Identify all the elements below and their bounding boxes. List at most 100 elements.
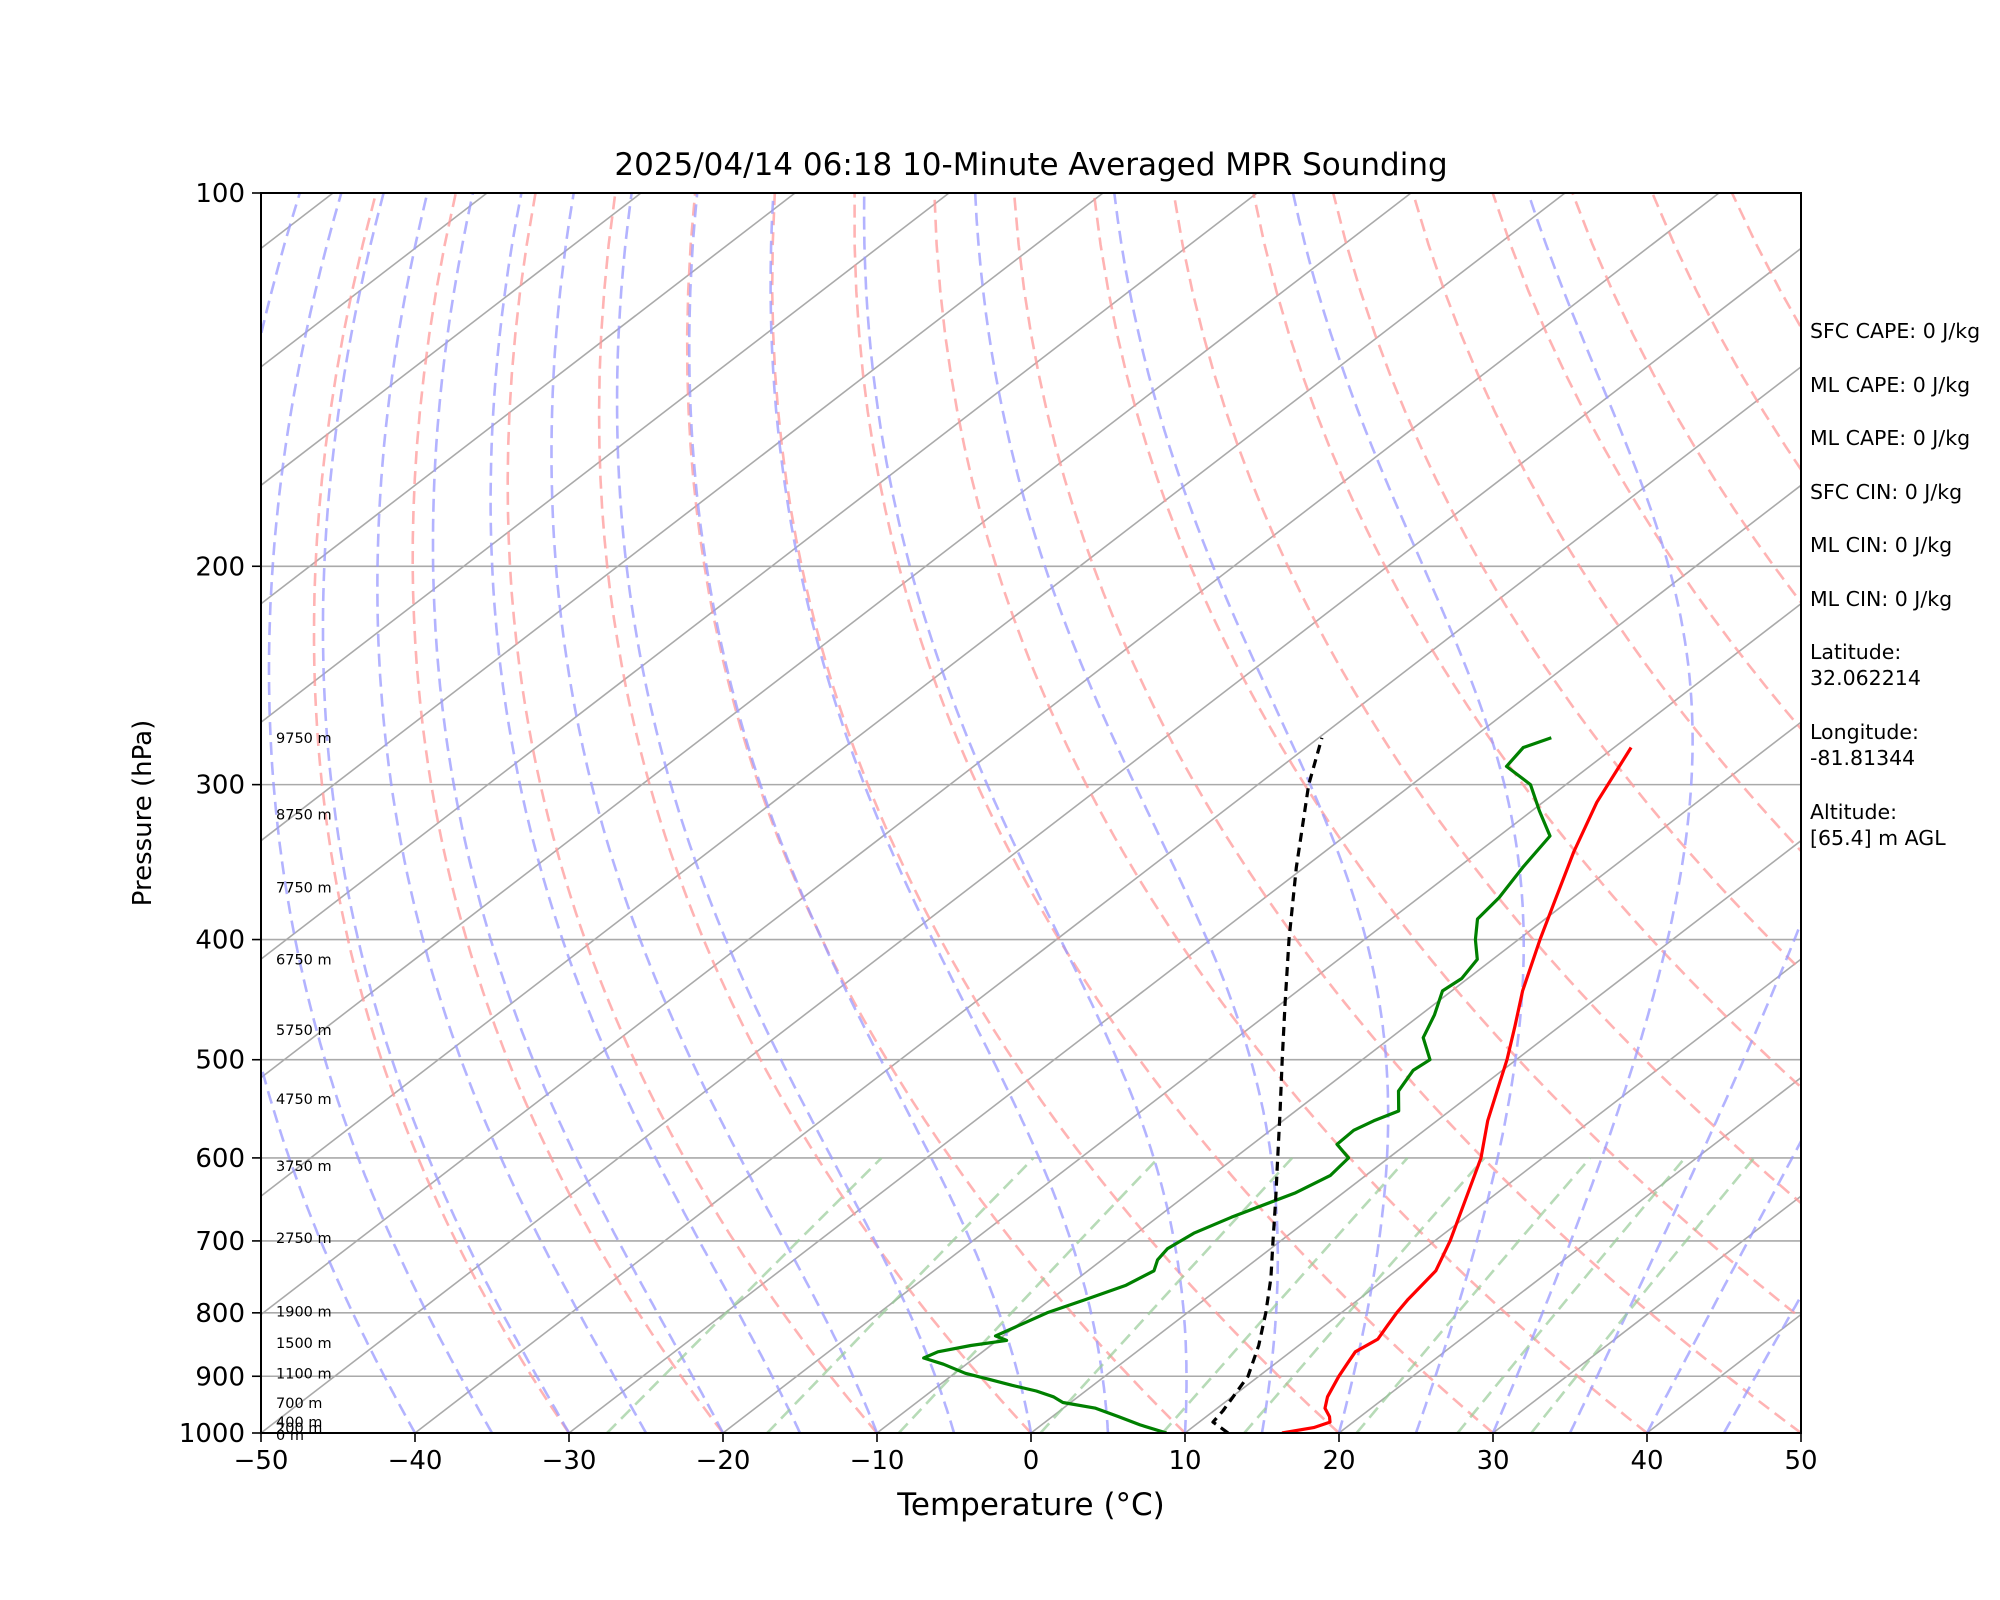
ml-cape-stat-2: ML CAPE: 0 J/kg	[1810, 426, 1971, 450]
dewpoint-line	[922, 736, 1552, 1433]
ml-cape-stat: ML CAPE: 0 J/kg	[1810, 372, 1971, 397]
height-label: 7750 m	[276, 880, 332, 896]
isotherm-line	[261, 193, 950, 724]
mixing-ratio-line	[1530, 1157, 1756, 1433]
moist-adiabat-line	[1113, 193, 1390, 1433]
isotherm-line	[261, 193, 1720, 1316]
moist-adiabat-line	[261, 193, 417, 1433]
moist-adiabat-line	[321, 193, 571, 1433]
height-label: 6750 m	[276, 952, 332, 968]
isotherm-line	[261, 193, 1258, 961]
isotherm-line	[261, 247, 1801, 1433]
dry-adiabat-line	[933, 193, 1648, 1433]
height-labels: 9750 m 8750 m 7750 m 6750 m 5750 m 4750 m 3750…	[276, 731, 332, 1444]
y-tick-label: 400	[195, 926, 245, 956]
latitude-value: 32.062214	[1810, 666, 1921, 690]
dry-adiabat-line	[1331, 193, 1801, 972]
longitude-info: Longitude: -81.81344	[1810, 719, 1995, 799]
sfc-cape-stat: SFC CAPE: 0 J/kg	[1810, 319, 1981, 343]
x-axis-label: Temperature (°C)	[896, 1487, 1165, 1523]
height-label: 400 m	[276, 1415, 322, 1431]
y-tick-label: 800	[195, 1299, 245, 1329]
dry-adiabat-line	[411, 193, 725, 1433]
parcel-line	[1211, 737, 1324, 1433]
chart-title: 2025/04/14 06:18 10-Minute Averaged MPR …	[614, 147, 1447, 183]
stats-panel: SFC CAPE: 0 J/kg ML CAPE: 0 J/kg ML CAPE…	[1810, 318, 1995, 851]
sfc-cin-stat: SFC CIN: 0 J/kg	[1810, 479, 1963, 504]
dry-adiabat-line	[1252, 193, 1801, 1089]
height-label: 4750 m	[276, 1092, 332, 1108]
isotherm-line	[414, 365, 1801, 1433]
ml-cin-stat-2: ML CIN: 0 J/kg	[1810, 586, 1953, 611]
x-tick-label: −20	[696, 1446, 751, 1476]
isotherm-line	[1338, 1076, 1801, 1433]
dry-adiabat-line	[853, 193, 1494, 1433]
x-tick-label: −40	[388, 1446, 443, 1476]
moist-adiabat-line	[489, 193, 802, 1433]
y-tick-label: 600	[195, 1144, 245, 1174]
moist-adiabat-line	[431, 193, 725, 1433]
mixing-ratio-line	[897, 1157, 1160, 1433]
dry-adiabat-line	[1491, 193, 1801, 731]
dry-adiabat-line	[597, 193, 1032, 1433]
altitude-label: Altitude:	[1810, 800, 1898, 824]
dry-adiabat-line	[1172, 193, 1801, 1205]
moist-adiabat-line	[1491, 193, 1694, 1433]
dry-adiabat-line	[1012, 193, 1801, 1433]
x-tick-label: −30	[542, 1446, 597, 1476]
ml-cin-stat: ML CIN: 0 J/kg	[1810, 533, 1953, 557]
dry-adiabat-line	[770, 193, 1340, 1433]
isotherm-line	[261, 193, 642, 487]
height-label: 8750 m	[276, 807, 332, 823]
moist-adiabat-line	[376, 193, 648, 1433]
y-tick-label: 200	[195, 552, 245, 582]
isotherm-line	[1492, 1195, 1801, 1433]
isotherm-line	[261, 193, 1566, 1198]
x-tick-label: 20	[1322, 1446, 1355, 1476]
x-tick-label: −10	[850, 1446, 905, 1476]
x-tick-label: 40	[1630, 1446, 1663, 1476]
y-tick-label: 500	[195, 1046, 245, 1076]
mixing-ratio-line	[766, 1156, 1035, 1433]
dry-adiabat-line	[506, 193, 878, 1433]
height-label: 3750 m	[276, 1159, 332, 1175]
isotherm-line	[261, 193, 1412, 1079]
dry-adiabat-line	[312, 193, 571, 1433]
isotherm-line	[261, 193, 1104, 842]
mixing-ratio-line	[1161, 1157, 1409, 1433]
y-tick-label: 1000	[179, 1419, 245, 1449]
mixing-ratio-line	[606, 1156, 883, 1433]
height-label: 9750 m	[276, 731, 332, 747]
altitude-info: Altitude: [65.4] m AGL	[1810, 799, 1995, 851]
isotherm-line	[261, 193, 796, 605]
mixing-ratio-line	[1456, 1157, 1686, 1433]
dry-adiabat-line	[685, 193, 1186, 1433]
height-label: 0 m	[276, 1428, 304, 1444]
altitude-value: [65.4] m AGL	[1810, 826, 1946, 850]
y-axis-label: Pressure (hPa)	[128, 720, 158, 907]
y-tick-label: 100	[195, 179, 245, 209]
longitude-value: -81.81344	[1810, 746, 1916, 770]
height-label: 1900 m	[276, 1304, 332, 1320]
reference-lines	[261, 193, 1801, 1433]
isotherm-line	[1184, 958, 1801, 1433]
x-tick-label: 50	[1784, 1446, 1817, 1476]
moist-adiabat-line	[267, 193, 494, 1433]
moist-adiabat-line	[550, 193, 879, 1433]
height-label: 1500 m	[276, 1336, 332, 1352]
longitude-label: Longitude:	[1810, 720, 1919, 744]
dry-adiabat-line	[1411, 193, 1801, 853]
moist-adiabat-line	[1291, 193, 1525, 1433]
y-tick-label: 700	[195, 1227, 245, 1257]
height-label: 5750 m	[276, 1023, 332, 1039]
height-label: 700 m	[276, 1396, 322, 1412]
moist-adiabat-line	[862, 193, 1188, 1433]
x-tick-label: 30	[1476, 1446, 1509, 1476]
temperature-line	[1281, 746, 1633, 1433]
dry-adiabat-line	[1092, 193, 1801, 1320]
mixing-ratio-line	[1243, 1157, 1486, 1433]
moist-adiabat-line	[688, 193, 1033, 1433]
latitude-info: Latitude: 32.062214	[1810, 639, 1995, 719]
mixing-ratio-line	[1039, 1157, 1294, 1433]
